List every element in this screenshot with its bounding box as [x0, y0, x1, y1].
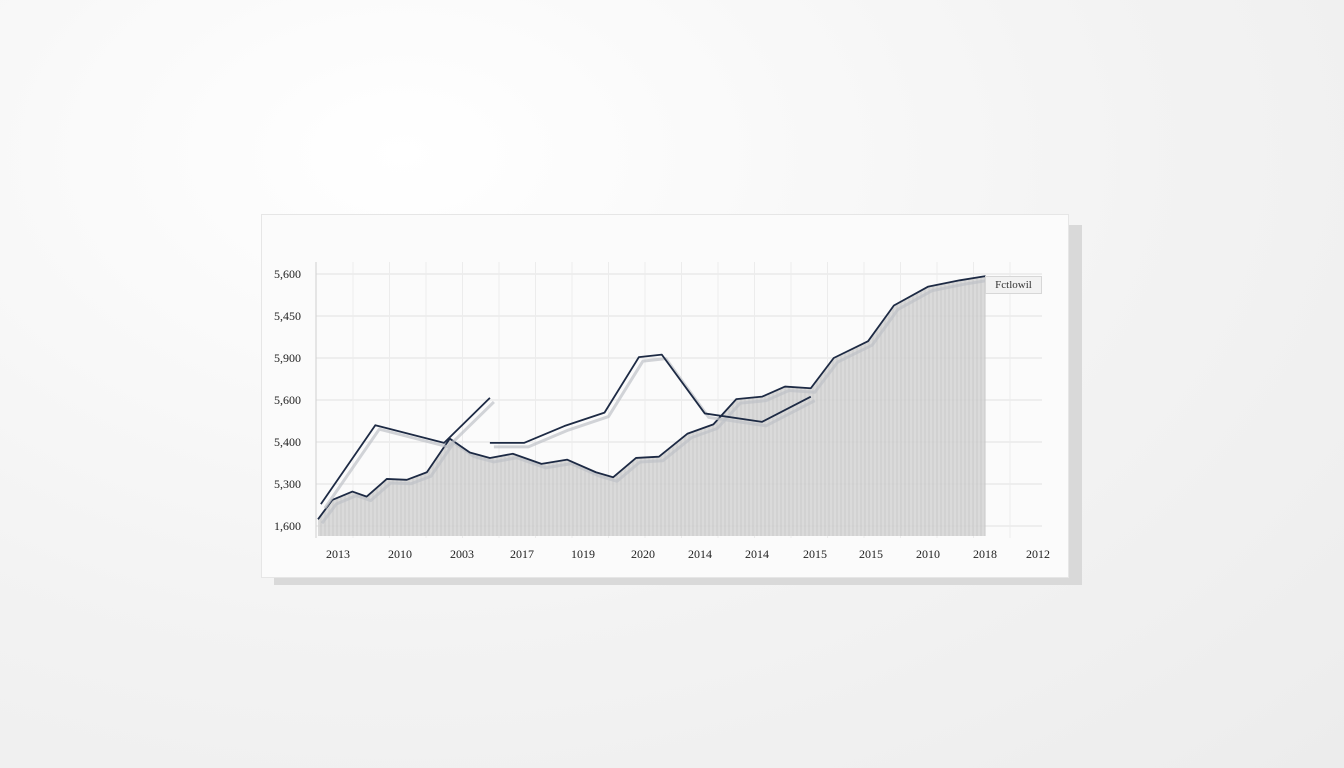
x-tick-label: 2003	[450, 547, 474, 561]
x-axis-ticks: 2013 2010 2003 2017 1019 2020 2014 2014 2015 2015…	[326, 547, 1050, 561]
x-tick-label: 2020	[631, 547, 655, 561]
x-tick-label: 2018	[973, 547, 997, 561]
x-tick-label: 2014	[688, 547, 712, 561]
area-fill	[318, 276, 986, 536]
x-tick-label: 2012	[1026, 547, 1050, 561]
x-tick-label: 2010	[916, 547, 940, 561]
y-tick-label: 5,450	[274, 309, 301, 323]
x-tick-label: 2017	[510, 547, 534, 561]
x-tick-label: 2015	[803, 547, 827, 561]
y-axis-ticks: 1,600 5,300 5,400 5,600 5,900 5,450 5,600	[274, 267, 301, 533]
series-line-2	[320, 397, 491, 505]
series-line-3	[489, 353, 812, 444]
series-lines	[317, 275, 990, 525]
y-tick-label: 5,600	[274, 393, 301, 407]
series-line-shadow	[323, 400, 495, 510]
y-tick-label: 1,600	[274, 519, 301, 533]
y-tick-label: 5,400	[274, 435, 301, 449]
x-tick-label: 2013	[326, 547, 350, 561]
x-tick-label: 2010	[388, 547, 412, 561]
x-tick-label: 1019	[571, 547, 595, 561]
x-tick-label: 2014	[745, 547, 769, 561]
series-area	[318, 276, 986, 536]
series-line-shadow	[320, 278, 990, 525]
x-tick-label: 2015	[859, 547, 883, 561]
y-tick-label: 5,300	[274, 477, 301, 491]
y-tick-label: 5,600	[274, 267, 301, 281]
y-tick-label: 5,900	[274, 351, 301, 365]
series-line-1	[317, 275, 986, 520]
series-line-shadow	[493, 357, 816, 449]
legend-label: Fctlowil	[985, 276, 1042, 294]
